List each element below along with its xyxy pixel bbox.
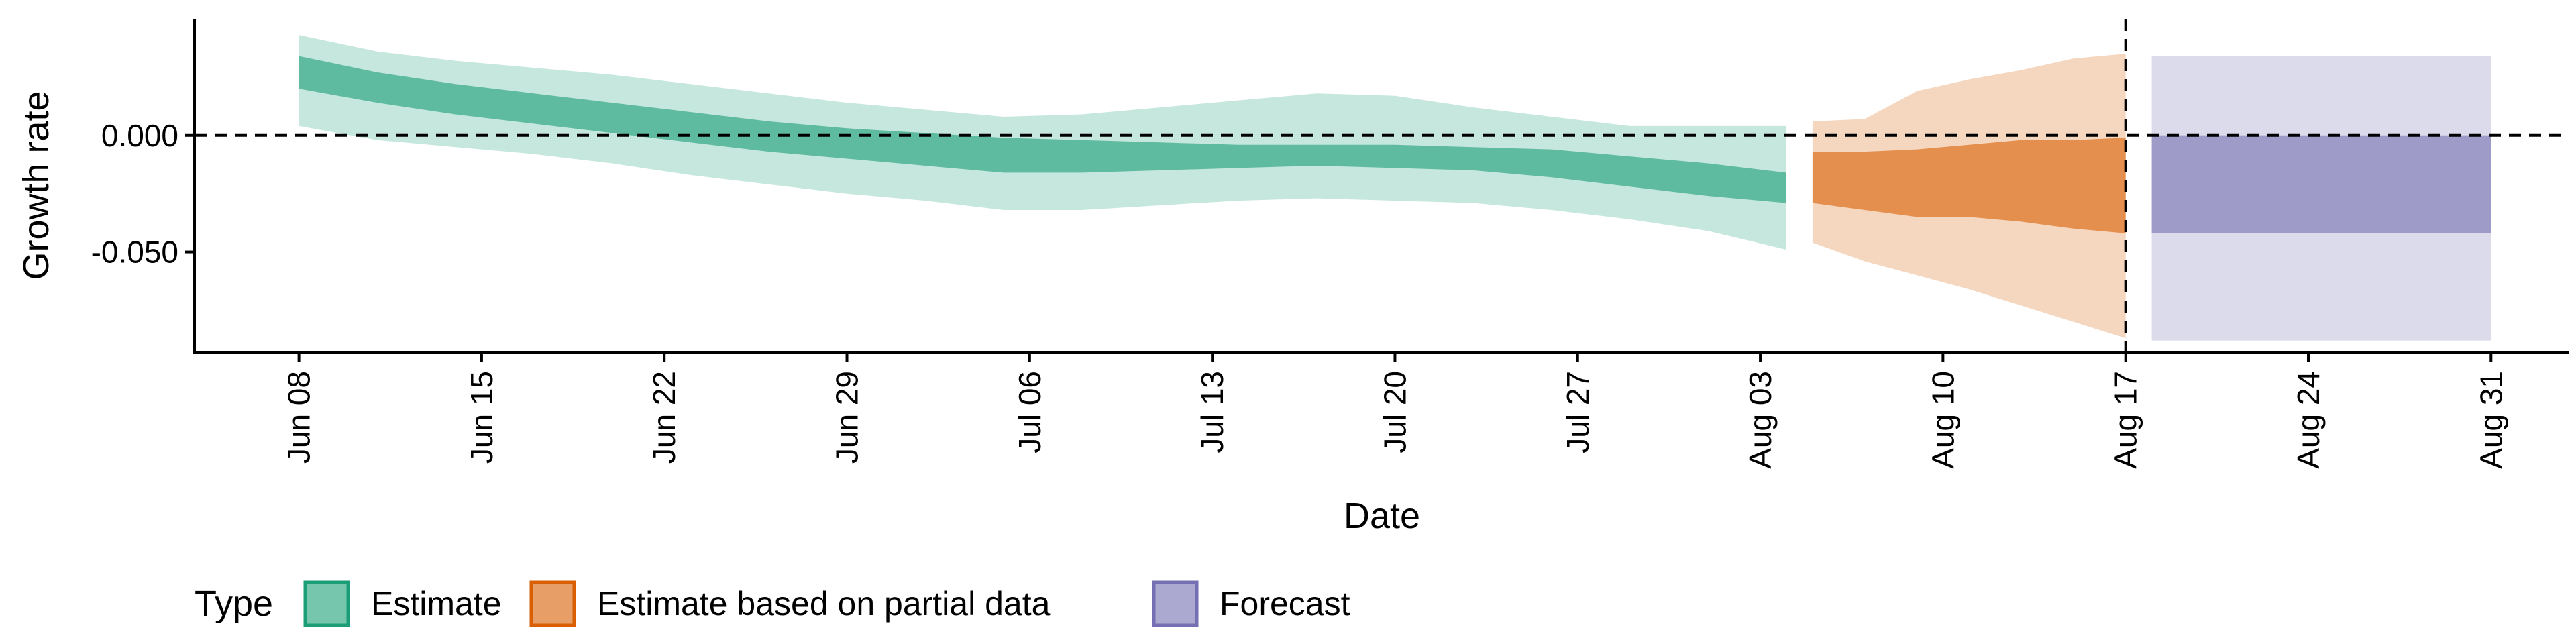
- x-axis-title: Date: [1344, 496, 1420, 536]
- legend-label-estimate: Estimate: [371, 585, 502, 623]
- x-tick-label: Jun 15: [464, 371, 499, 464]
- estimate-based-on-partial-data-inner-band: [1812, 138, 2126, 233]
- y-axis-title: Growth rate: [16, 91, 56, 280]
- y-tick-label: 0.000: [101, 118, 178, 153]
- legend-swatch-forecast: [1152, 580, 1199, 627]
- x-tick-label: Aug 24: [2291, 371, 2326, 469]
- legend-swatch-estimate: [303, 580, 350, 627]
- x-tick-label: Jul 27: [1560, 371, 1595, 453]
- x-tick-label: Jul 13: [1195, 371, 1230, 453]
- x-tick-label: Jul 20: [1377, 371, 1412, 453]
- legend-label-estimate-based-on-partial-data: Estimate based on partial data: [597, 585, 1051, 623]
- reference-lines: [195, 19, 2569, 352]
- legend: Type Estimate Estimate based on partial da…: [195, 580, 1350, 627]
- x-tick-label: Aug 31: [2473, 371, 2508, 469]
- axes-layer: 0.000 -0.050 Jun 08 Jun 15 Jun 22 Jun 29 Jul 0…: [16, 19, 2569, 536]
- x-tick-label: Jun 29: [830, 371, 865, 464]
- x-tick-label: Aug 17: [2108, 371, 2143, 469]
- estimate-inner-band: [299, 56, 1786, 203]
- x-tick-label: Aug 10: [1925, 371, 1960, 469]
- y-tick-label: -0.050: [91, 235, 178, 270]
- legend-swatch-estimate-based-on-partial-data: [529, 580, 576, 627]
- x-tick-label: Aug 03: [1743, 371, 1778, 469]
- forecast-inner-band: [2151, 135, 2491, 233]
- legend-title: Type: [195, 584, 273, 624]
- x-tick-label: Jun 08: [282, 371, 317, 464]
- x-tick-label: Jul 06: [1012, 371, 1047, 453]
- bands-layer: [299, 35, 2491, 341]
- x-tick-label: Jun 22: [647, 371, 682, 464]
- legend-label-forecast: Forecast: [1220, 585, 1350, 623]
